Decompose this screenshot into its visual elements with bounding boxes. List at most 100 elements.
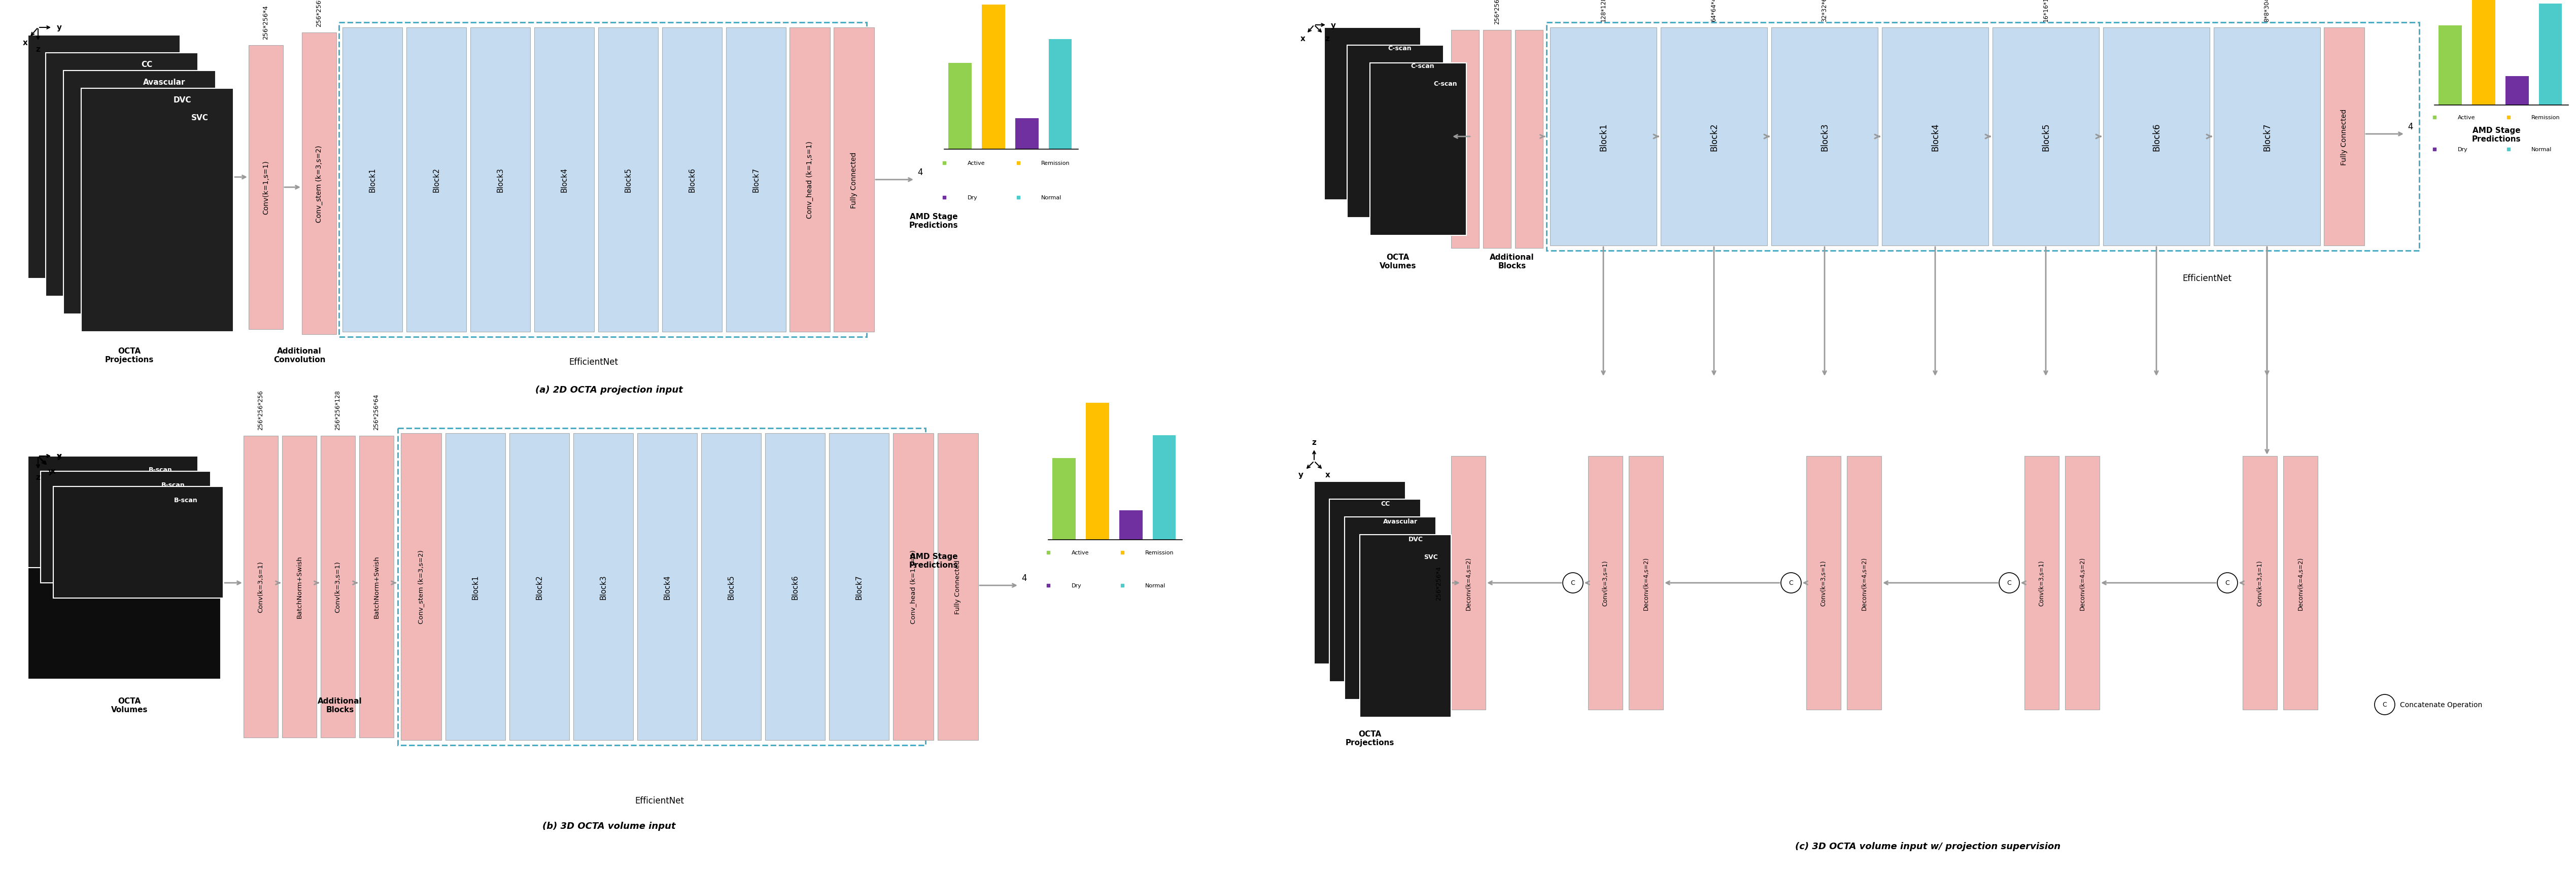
Text: SVC: SVC	[191, 114, 209, 121]
Text: Deconv(k=4,s=2): Deconv(k=4,s=2)	[2298, 557, 2303, 610]
Text: Normal: Normal	[2532, 147, 2553, 152]
FancyBboxPatch shape	[1347, 45, 1443, 218]
Text: B-scan: B-scan	[149, 467, 173, 473]
Text: Conv_head (k=1,s=1): Conv_head (k=1,s=1)	[806, 142, 814, 219]
Text: x: x	[1324, 471, 1329, 478]
FancyBboxPatch shape	[1662, 28, 1767, 246]
Text: Block3: Block3	[1821, 122, 1829, 151]
Text: Normal: Normal	[1146, 583, 1167, 588]
Text: Dry: Dry	[2458, 147, 2468, 152]
Text: C-scan: C-scan	[1432, 80, 1458, 87]
Text: OCTA
Volumes: OCTA Volumes	[1381, 253, 1417, 270]
FancyBboxPatch shape	[358, 436, 394, 738]
FancyBboxPatch shape	[343, 28, 402, 332]
FancyBboxPatch shape	[1883, 28, 1989, 246]
Text: Conv(k=3,s=1): Conv(k=3,s=1)	[258, 561, 265, 613]
Text: Active: Active	[1072, 550, 1090, 555]
Text: Block7: Block7	[752, 168, 760, 192]
Text: Block6: Block6	[2151, 123, 2161, 151]
Text: Conv(k=3,s=1): Conv(k=3,s=1)	[2038, 560, 2045, 606]
Text: Block7: Block7	[2262, 123, 2272, 151]
Text: z: z	[36, 474, 41, 482]
Text: C-scan: C-scan	[1412, 63, 1435, 70]
Text: Deconv(k=4,s=2): Deconv(k=4,s=2)	[1643, 557, 1649, 610]
Text: 256*256*128: 256*256*128	[335, 390, 340, 430]
Text: Block1: Block1	[471, 574, 479, 600]
Text: Conv(k=3,s=1): Conv(k=3,s=1)	[1602, 560, 1607, 606]
Text: Block2: Block2	[1710, 122, 1718, 151]
FancyBboxPatch shape	[1054, 459, 1077, 540]
FancyBboxPatch shape	[662, 28, 721, 332]
Text: AMD Stage
Predictions: AMD Stage Predictions	[909, 213, 958, 229]
FancyBboxPatch shape	[1370, 64, 1466, 236]
Text: Block4: Block4	[1929, 123, 1940, 151]
FancyBboxPatch shape	[2244, 456, 2277, 710]
Text: z: z	[36, 45, 41, 53]
FancyBboxPatch shape	[1450, 456, 1486, 710]
FancyBboxPatch shape	[402, 434, 440, 740]
Circle shape	[2375, 695, 2396, 715]
Text: EfficientNet: EfficientNet	[569, 357, 618, 366]
Text: Avascular: Avascular	[1383, 518, 1417, 524]
Text: z: z	[1311, 439, 1316, 446]
Text: CC: CC	[1381, 500, 1391, 507]
FancyBboxPatch shape	[1628, 456, 1664, 710]
Text: Active: Active	[969, 161, 984, 165]
FancyBboxPatch shape	[28, 507, 222, 679]
FancyBboxPatch shape	[1551, 28, 1656, 246]
Text: EfficientNet: EfficientNet	[636, 796, 685, 805]
Text: C: C	[2007, 579, 2012, 586]
Text: Conv(k=3,s=1): Conv(k=3,s=1)	[335, 561, 340, 613]
Text: Additional
Convolution: Additional Convolution	[273, 347, 325, 364]
Text: Conv(k=3,s=1): Conv(k=3,s=1)	[2257, 560, 2264, 606]
FancyBboxPatch shape	[574, 434, 634, 740]
Text: (b) 3D OCTA volume input: (b) 3D OCTA volume input	[541, 822, 675, 830]
Text: Block5: Block5	[623, 168, 631, 192]
Text: 256*256*64: 256*256*64	[374, 393, 379, 430]
FancyBboxPatch shape	[1154, 435, 1175, 540]
FancyBboxPatch shape	[1450, 31, 1479, 248]
FancyBboxPatch shape	[829, 434, 889, 740]
Text: Conv_head (k=1,s=1): Conv_head (k=1,s=1)	[909, 550, 917, 624]
Text: Block5: Block5	[726, 574, 734, 600]
Text: 4: 4	[917, 168, 922, 177]
FancyBboxPatch shape	[894, 434, 933, 740]
FancyBboxPatch shape	[636, 434, 698, 740]
FancyBboxPatch shape	[948, 64, 971, 149]
Text: C-scan: C-scan	[1388, 45, 1412, 52]
Text: Avascular: Avascular	[144, 79, 185, 87]
Text: Remission: Remission	[1146, 550, 1175, 555]
FancyBboxPatch shape	[510, 434, 569, 740]
FancyBboxPatch shape	[245, 436, 278, 738]
FancyBboxPatch shape	[283, 436, 317, 738]
FancyBboxPatch shape	[1589, 456, 1623, 710]
Text: CC: CC	[142, 61, 152, 68]
FancyBboxPatch shape	[2025, 456, 2058, 710]
Text: 256*256*256: 256*256*256	[258, 390, 265, 430]
FancyBboxPatch shape	[726, 28, 786, 332]
Text: Block3: Block3	[600, 574, 608, 600]
Text: B-scan: B-scan	[175, 496, 198, 503]
Text: y: y	[57, 453, 62, 460]
Circle shape	[1564, 572, 1584, 593]
FancyBboxPatch shape	[1329, 499, 1422, 682]
Text: Block7: Block7	[855, 574, 863, 600]
Text: Block5: Block5	[2040, 123, 2050, 151]
FancyBboxPatch shape	[46, 53, 198, 296]
Text: Normal: Normal	[1041, 195, 1061, 200]
Text: DVC: DVC	[173, 96, 191, 104]
Text: Fully Connected: Fully Connected	[956, 559, 961, 614]
Text: C: C	[2226, 579, 2231, 586]
Text: DVC: DVC	[1409, 536, 1422, 542]
Text: 256*256*3: 256*256*3	[317, 0, 322, 27]
Text: C: C	[1788, 579, 1793, 586]
FancyBboxPatch shape	[835, 28, 873, 332]
FancyBboxPatch shape	[1314, 482, 1406, 664]
FancyBboxPatch shape	[981, 5, 1005, 149]
Text: Remission: Remission	[2532, 115, 2561, 120]
Text: 64*64*40: 64*64*40	[1710, 0, 1718, 22]
Text: Block4: Block4	[562, 168, 569, 192]
FancyBboxPatch shape	[446, 434, 505, 740]
Text: OCTA
Projections: OCTA Projections	[1345, 730, 1394, 746]
FancyBboxPatch shape	[1991, 28, 2099, 246]
